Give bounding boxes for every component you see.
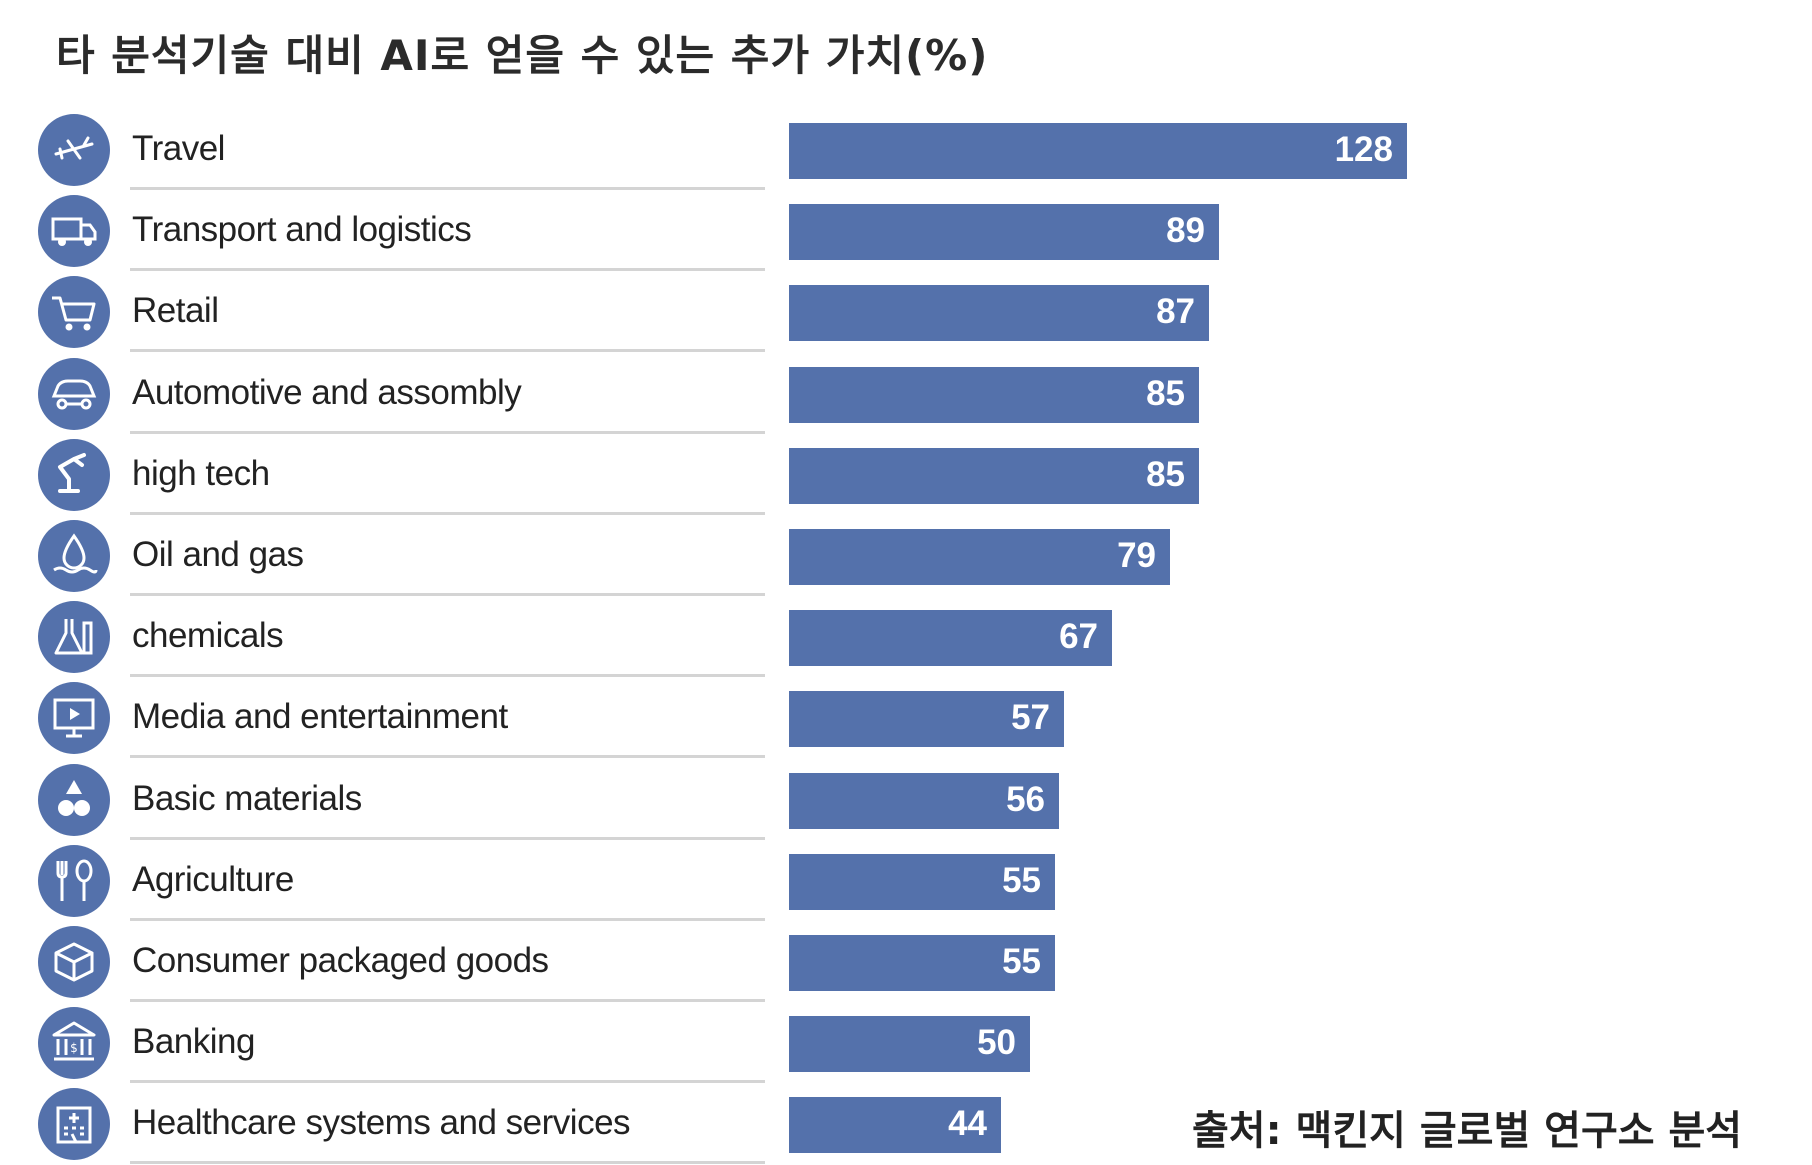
bar-value-label: 87: [1156, 292, 1195, 331]
chart-row: Retail 87: [0, 272, 1812, 353]
oil-drop-icon: [38, 520, 110, 592]
bar-value-label: 85: [1146, 374, 1185, 413]
bar-value-label: 85: [1146, 455, 1185, 494]
truck-icon: [38, 195, 110, 267]
row-separator: [130, 512, 765, 515]
chart-row: Oil and gas 79: [0, 516, 1812, 597]
row-separator: [130, 431, 765, 434]
chart-row: Consumer packaged goods 55: [0, 922, 1812, 1003]
bar: 67: [789, 610, 1112, 666]
airplane-icon: [38, 114, 110, 186]
chart-row: Transport and logistics 89: [0, 191, 1812, 272]
bar-value-label: 57: [1011, 698, 1050, 737]
row-separator: [130, 918, 765, 921]
category-label: Agriculture: [132, 860, 294, 899]
bar-value-label: 56: [1006, 780, 1045, 819]
bar: 55: [789, 935, 1055, 991]
row-separator: [130, 755, 765, 758]
bar: 50: [789, 1016, 1030, 1072]
bar: 56: [789, 773, 1059, 829]
bar-value-label: 89: [1166, 211, 1205, 250]
hospital-icon: [38, 1088, 110, 1160]
robot-arm-icon: [38, 439, 110, 511]
chart-row: Media and entertainment 57: [0, 678, 1812, 759]
bar-value-label: 67: [1059, 617, 1098, 656]
box-icon: [38, 926, 110, 998]
category-label: Media and entertainment: [132, 697, 508, 736]
category-label: chemicals: [132, 616, 284, 655]
bank-icon: $: [38, 1007, 110, 1079]
bar: 57: [789, 691, 1064, 747]
category-label: Travel: [132, 129, 225, 168]
cart-icon: [38, 276, 110, 348]
row-separator: [130, 837, 765, 840]
svg-text:$: $: [70, 1041, 78, 1055]
category-label: Oil and gas: [132, 535, 304, 574]
row-separator: [130, 1161, 765, 1164]
chart-row: Basic materials 56: [0, 760, 1812, 841]
fork-spoon-icon: [38, 845, 110, 917]
chart-row: Healthcare systems and services 44: [0, 1084, 1812, 1165]
row-separator: [130, 349, 765, 352]
bar-value-label: 128: [1334, 130, 1393, 169]
row-separator: [130, 999, 765, 1002]
bar-value-label: 50: [977, 1023, 1016, 1062]
bar: 44: [789, 1097, 1001, 1153]
bar: 85: [789, 367, 1199, 423]
chart-row: Automotive and assombly 85: [0, 354, 1812, 435]
chart-row: high tech 85: [0, 435, 1812, 516]
bar-value-label: 55: [1002, 861, 1041, 900]
bar: 79: [789, 529, 1170, 585]
bar: 55: [789, 854, 1055, 910]
bar-value-label: 44: [948, 1104, 987, 1143]
row-separator: [130, 593, 765, 596]
bar-value-label: 79: [1117, 536, 1156, 575]
category-label: Banking: [132, 1022, 255, 1061]
chart-row: Agriculture 55: [0, 841, 1812, 922]
row-separator: [130, 1080, 765, 1083]
bar: 89: [789, 204, 1219, 260]
category-label: Basic materials: [132, 779, 362, 818]
monitor-icon: [38, 682, 110, 754]
bar: 87: [789, 285, 1209, 341]
chart-title: 타 분석기술 대비 AI로 얻을 수 있는 추가 가치(%): [56, 31, 989, 80]
flask-icon: [38, 601, 110, 673]
category-label: Consumer packaged goods: [132, 941, 549, 980]
row-separator: [130, 674, 765, 677]
car-icon: [38, 358, 110, 430]
category-label: Transport and logistics: [132, 210, 472, 249]
row-separator: [130, 187, 765, 190]
materials-icon: [38, 764, 110, 836]
row-separator: [130, 268, 765, 271]
bar: 85: [789, 448, 1199, 504]
category-label: high tech: [132, 454, 270, 493]
chart-row: chemicals 67: [0, 597, 1812, 678]
category-label: Automotive and assombly: [132, 373, 522, 412]
bar-value-label: 55: [1002, 942, 1041, 981]
category-label: Healthcare systems and services: [132, 1103, 631, 1142]
category-label: Retail: [132, 291, 219, 330]
bar: 128: [789, 123, 1407, 179]
source-note: 출처: 맥킨지 글로벌 연구소 분석: [1192, 1108, 1743, 1154]
chart-row: $ Banking 50: [0, 1003, 1812, 1084]
chart-row: Travel 128: [0, 110, 1812, 191]
